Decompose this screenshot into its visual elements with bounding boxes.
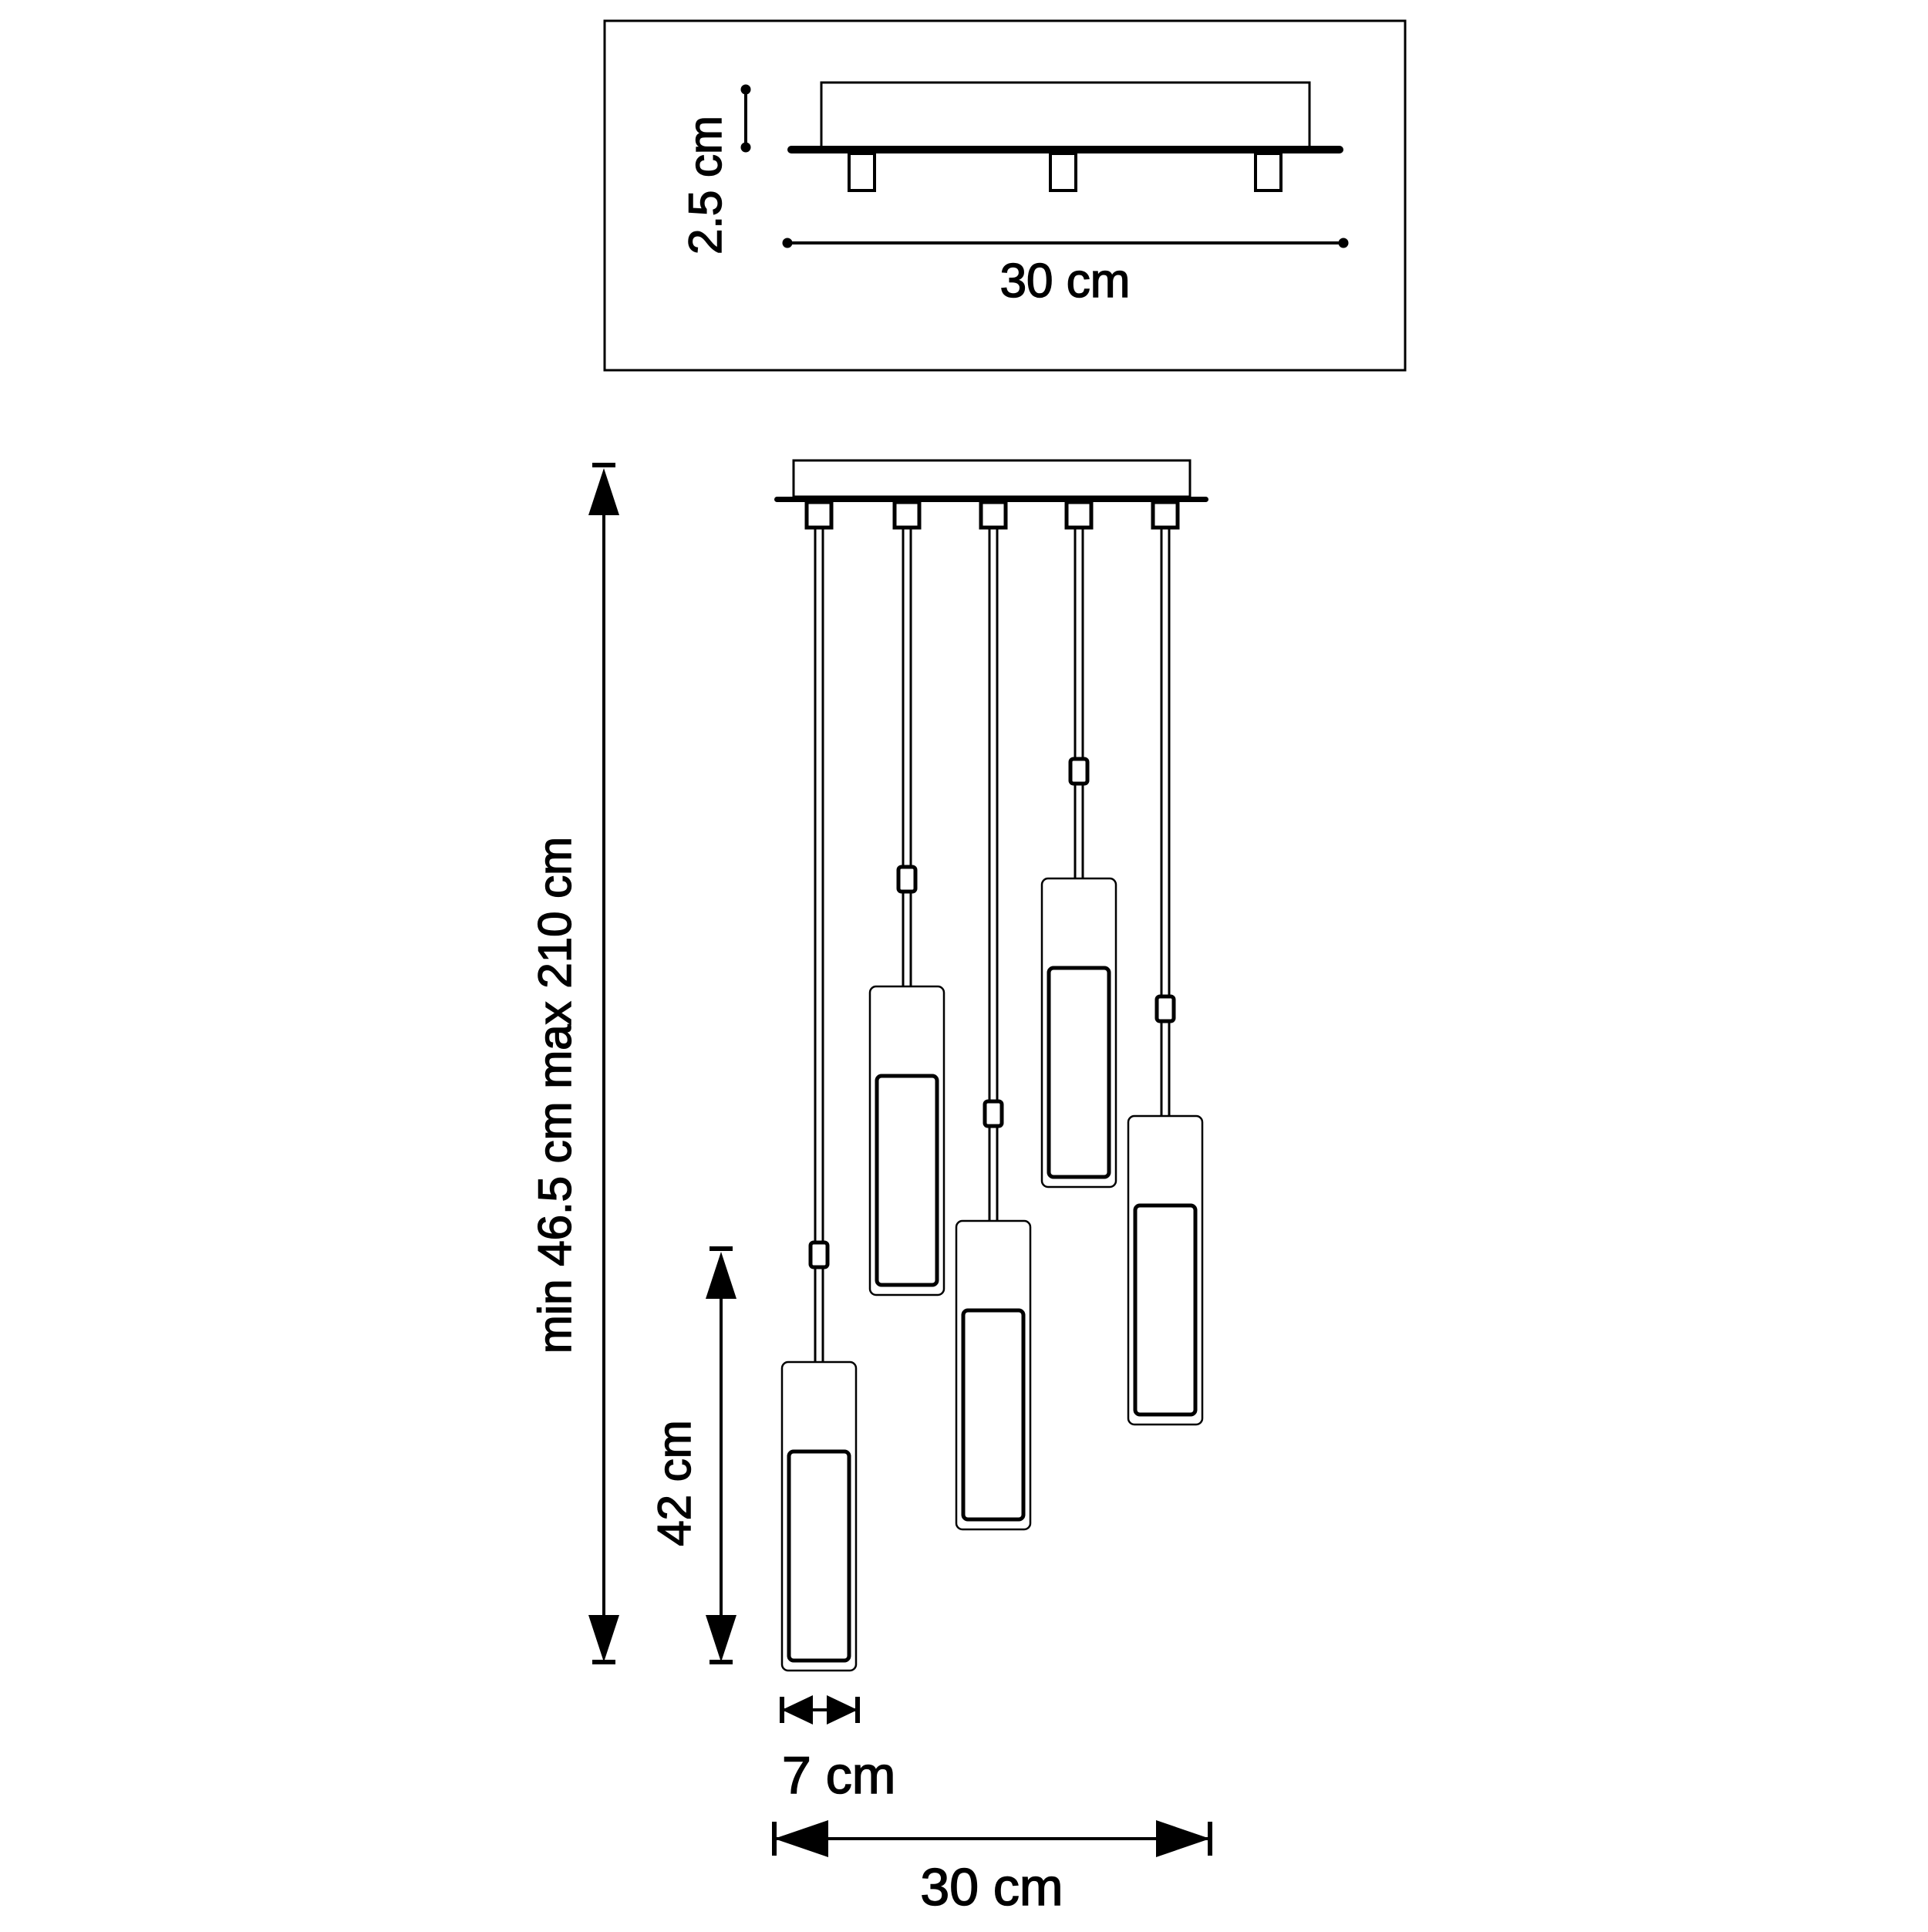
svg-text:2.5 cm: 2.5 cm — [679, 116, 731, 255]
svg-text:min 46.5 cm max 210 cm: min 46.5 cm max 210 cm — [529, 837, 581, 1354]
svg-text:42 cm: 42 cm — [649, 1420, 700, 1546]
svg-text:7 cm: 7 cm — [782, 1746, 895, 1805]
svg-text:30 cm: 30 cm — [920, 1858, 1063, 1917]
svg-text:30 cm: 30 cm — [1000, 255, 1131, 308]
